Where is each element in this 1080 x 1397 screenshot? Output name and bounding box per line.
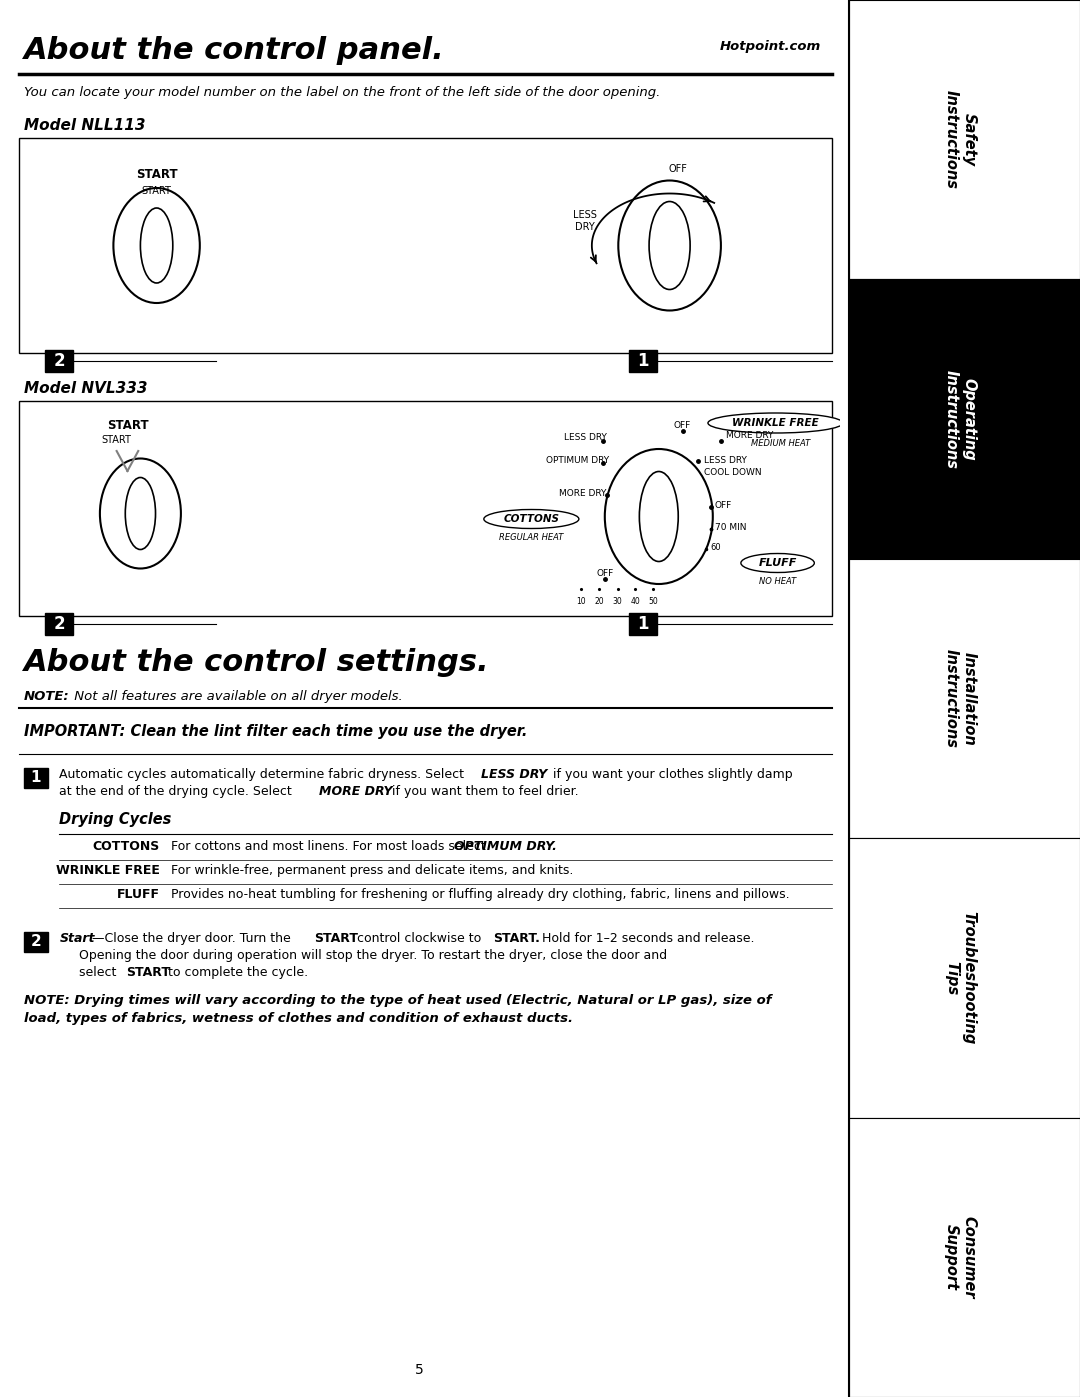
Bar <box>849 1118 1080 1397</box>
Text: IMPORTANT: Clean the lint filter each time you use the dryer.: IMPORTANT: Clean the lint filter each ti… <box>24 724 527 739</box>
Text: Safety
Instructions: Safety Instructions <box>944 91 976 189</box>
Text: 40: 40 <box>630 597 640 606</box>
Text: MORE DRY: MORE DRY <box>319 785 392 798</box>
Bar <box>24 932 48 951</box>
Text: MEDIUM HEAT: MEDIUM HEAT <box>752 439 810 448</box>
Text: OFF: OFF <box>669 163 688 175</box>
Text: load, types of fabrics, wetness of clothes and condition of exhaust ducts.: load, types of fabrics, wetness of cloth… <box>24 1011 572 1025</box>
Text: Provides no-heat tumbling for freshening or fluffing already dry clothing, fabri: Provides no-heat tumbling for freshening… <box>171 888 789 901</box>
Text: 50: 50 <box>648 597 659 606</box>
Ellipse shape <box>605 448 713 584</box>
Text: START: START <box>141 186 172 196</box>
Text: REGULAR HEAT: REGULAR HEAT <box>499 534 564 542</box>
Text: if you want your clothes slightly damp: if you want your clothes slightly damp <box>549 768 793 781</box>
Text: Opening the door during operation will stop the dryer. To restart the dryer, clo: Opening the door during operation will s… <box>79 949 667 963</box>
Text: START: START <box>136 168 177 182</box>
Text: NO HEAT: NO HEAT <box>759 577 796 585</box>
Text: You can locate your model number on the label on the front of the left side of t: You can locate your model number on the … <box>24 87 660 99</box>
Ellipse shape <box>649 201 690 289</box>
Bar <box>19 138 832 353</box>
Text: 1: 1 <box>30 771 41 785</box>
Ellipse shape <box>639 472 678 562</box>
Text: MORE DRY: MORE DRY <box>726 432 773 440</box>
Text: OPTIMUM DRY.: OPTIMUM DRY. <box>455 840 557 854</box>
Text: 5: 5 <box>415 1363 423 1377</box>
Text: FLUFF: FLUFF <box>758 557 797 569</box>
Text: START.: START. <box>494 932 540 944</box>
Bar <box>849 0 1080 279</box>
Text: Hold for 1–2 seconds and release.: Hold for 1–2 seconds and release. <box>538 932 754 944</box>
Text: Drying Cycles: Drying Cycles <box>59 812 172 827</box>
Text: 70 MIN: 70 MIN <box>715 522 746 532</box>
Text: —Close the dryer door. Turn the: —Close the dryer door. Turn the <box>92 932 295 944</box>
Text: COTTONS: COTTONS <box>503 514 559 524</box>
Text: Operating
Instructions: Operating Instructions <box>944 370 976 468</box>
Text: OFF: OFF <box>596 569 613 578</box>
Text: LESS DRY: LESS DRY <box>481 768 546 781</box>
Bar <box>849 838 1080 1118</box>
Text: select: select <box>79 965 120 979</box>
Text: WRINKLE FREE: WRINKLE FREE <box>56 863 160 877</box>
Text: 1: 1 <box>637 352 648 370</box>
Text: NOTE: Drying times will vary according to the type of heat used (Electric, Natur: NOTE: Drying times will vary according t… <box>24 995 771 1007</box>
Text: 60: 60 <box>711 543 721 552</box>
Text: For cottons and most linens. For most loads select: For cottons and most linens. For most lo… <box>171 840 489 854</box>
Text: OFF: OFF <box>715 502 732 510</box>
Text: to complete the cycle.: to complete the cycle. <box>164 965 308 979</box>
Text: Model NLL113: Model NLL113 <box>24 117 145 133</box>
Bar <box>849 279 1080 559</box>
Text: Model NVL333: Model NVL333 <box>24 381 147 395</box>
Text: For wrinkle-free, permanent press and delicate items, and knits.: For wrinkle-free, permanent press and de… <box>171 863 573 877</box>
Text: 2: 2 <box>54 615 65 633</box>
Text: START: START <box>314 932 359 944</box>
Bar <box>629 613 657 636</box>
Bar <box>45 351 73 372</box>
Text: NOTE:: NOTE: <box>24 690 69 703</box>
Text: 10: 10 <box>577 597 585 606</box>
Text: OPTIMUM DRY: OPTIMUM DRY <box>546 455 609 465</box>
Text: LESS
DRY: LESS DRY <box>573 210 597 232</box>
Text: About the control settings.: About the control settings. <box>24 648 489 678</box>
Text: 2: 2 <box>54 352 65 370</box>
Ellipse shape <box>113 189 200 303</box>
Ellipse shape <box>484 510 579 528</box>
Text: WRINKLE FREE: WRINKLE FREE <box>732 418 819 427</box>
Text: START: START <box>102 434 132 446</box>
Text: OFF: OFF <box>674 420 691 430</box>
Text: Automatic cycles automatically determine fabric dryness. Select: Automatic cycles automatically determine… <box>59 768 469 781</box>
Text: START: START <box>126 965 171 979</box>
Text: START: START <box>107 419 148 432</box>
Ellipse shape <box>618 180 720 310</box>
Text: Not all features are available on all dryer models.: Not all features are available on all dr… <box>70 690 403 703</box>
Text: 20: 20 <box>595 597 604 606</box>
Text: COOL DOWN: COOL DOWN <box>704 468 761 476</box>
Text: 1: 1 <box>637 615 648 633</box>
Text: Start: Start <box>59 932 95 944</box>
Bar <box>45 613 73 636</box>
Text: Consumer
Support: Consumer Support <box>944 1215 976 1299</box>
Ellipse shape <box>708 414 842 433</box>
Bar <box>629 351 657 372</box>
Ellipse shape <box>99 458 180 569</box>
Text: LESS DRY: LESS DRY <box>704 455 747 465</box>
Ellipse shape <box>140 208 173 284</box>
Text: control clockwise to: control clockwise to <box>353 932 485 944</box>
Text: COTTONS: COTTONS <box>93 840 160 854</box>
Text: if you want them to feel drier.: if you want them to feel drier. <box>388 785 579 798</box>
Bar <box>24 768 48 788</box>
Text: LESS DRY: LESS DRY <box>564 433 607 441</box>
Text: FLUFF: FLUFF <box>117 888 160 901</box>
Ellipse shape <box>741 553 814 573</box>
Text: About the control panel.: About the control panel. <box>24 36 445 66</box>
Bar <box>19 401 832 616</box>
Text: Troubleshooting
Tips: Troubleshooting Tips <box>944 911 976 1045</box>
Text: 2: 2 <box>30 935 41 950</box>
Text: Hotpoint.com: Hotpoint.com <box>719 41 821 53</box>
Text: MORE DRY: MORE DRY <box>559 489 607 497</box>
Bar <box>849 559 1080 838</box>
Ellipse shape <box>125 478 156 549</box>
Text: Installation
Instructions: Installation Instructions <box>944 650 976 747</box>
Text: at the end of the drying cycle. Select: at the end of the drying cycle. Select <box>59 785 296 798</box>
Text: 30: 30 <box>612 597 623 606</box>
